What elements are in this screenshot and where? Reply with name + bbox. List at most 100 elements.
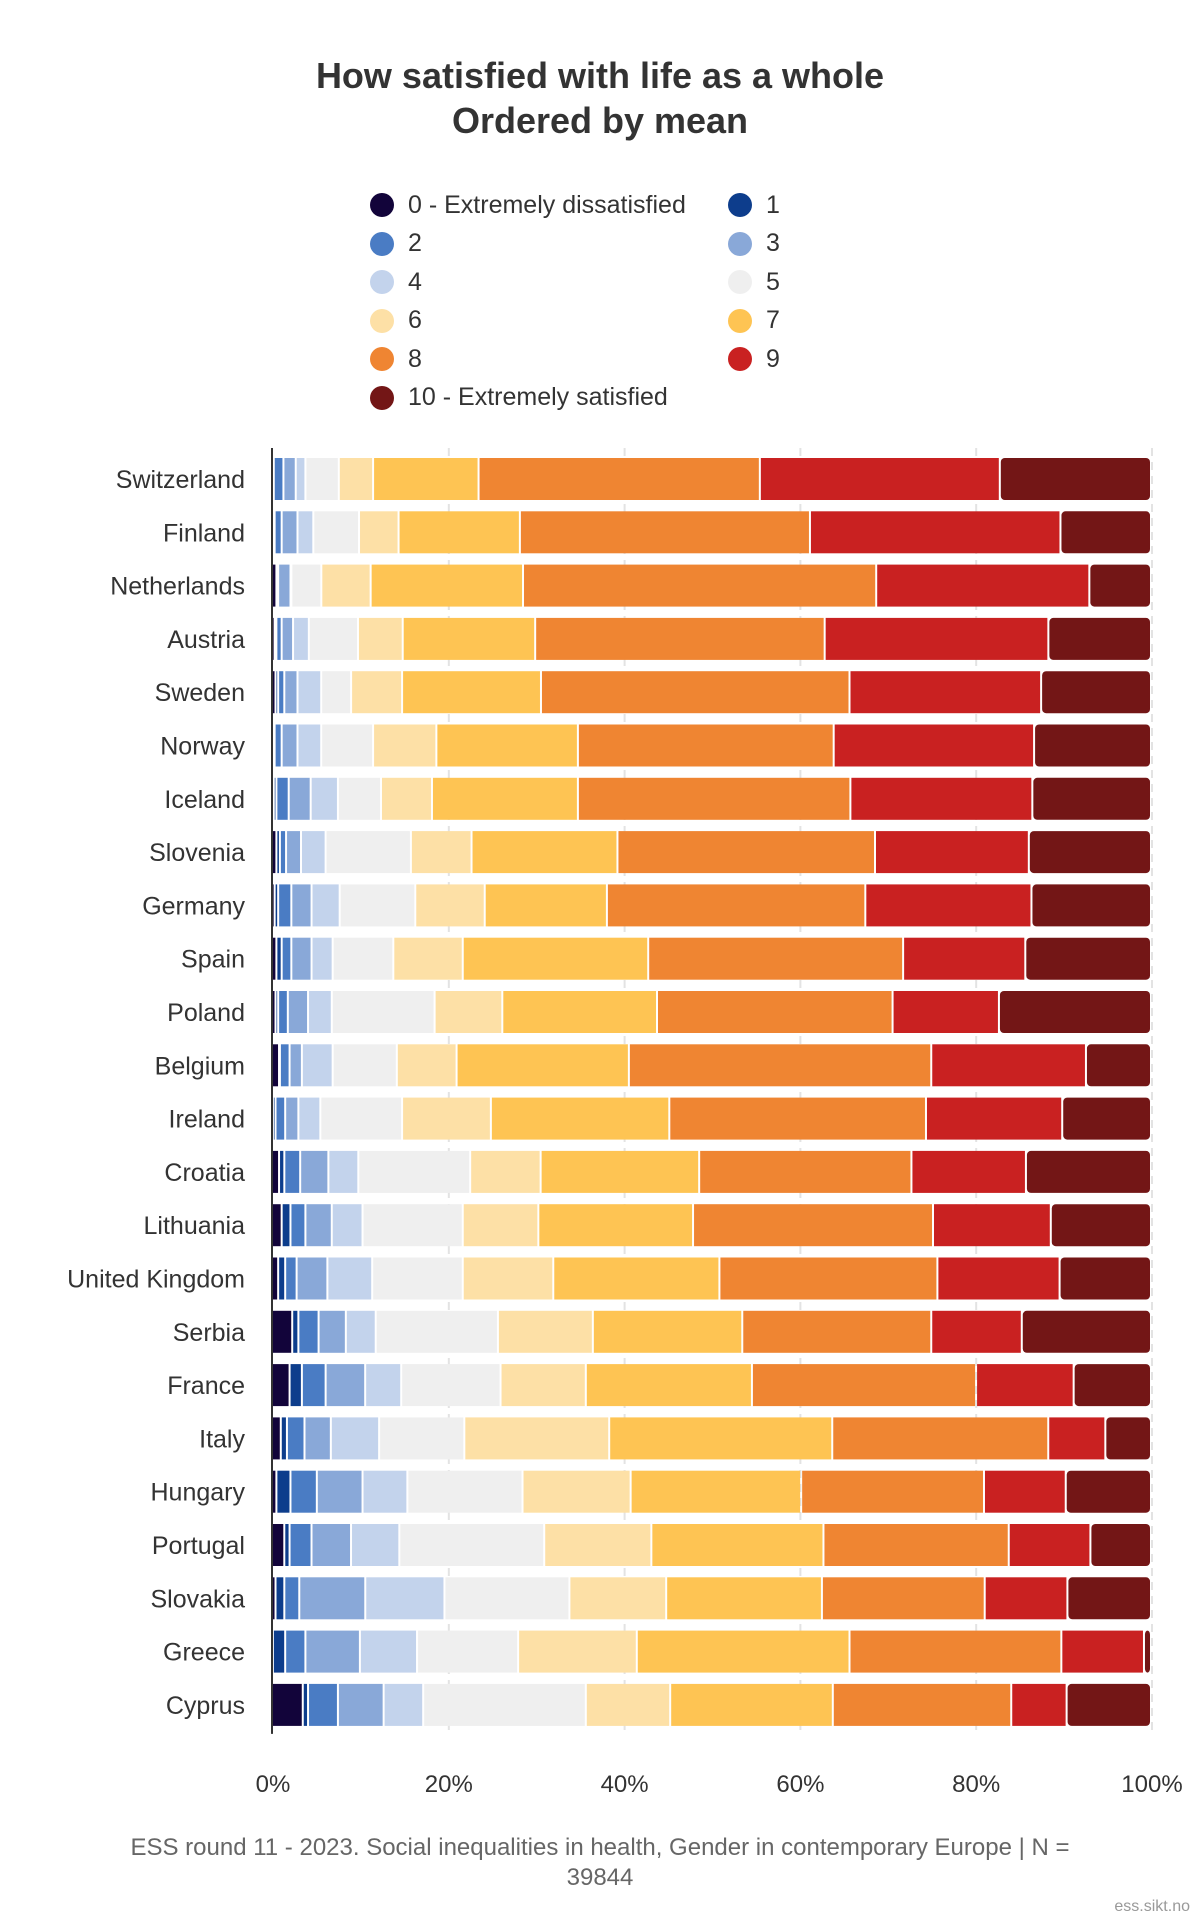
bar-segment: Italy — 7: 25.4% xyxy=(610,1417,832,1460)
category-label: Cyprus xyxy=(166,1692,245,1720)
bar-segment: Slovakia — 0 - Extremely dissatisfied: 0… xyxy=(273,1577,275,1620)
legend-item[interactable]: 0 - Extremely dissatisfied xyxy=(370,188,686,222)
legend-item[interactable]: 3 xyxy=(728,227,780,261)
bar-segment: Italy — 9: 6.5% xyxy=(1049,1417,1105,1460)
bar-segment: France — 0 - Extremely dissatisfied: 2% xyxy=(273,1364,289,1407)
bar-segment: Spain — 4: 2.4% xyxy=(312,937,332,980)
bar-segment: Finland — 10 - Extremely satisfied: 10.3… xyxy=(1061,511,1150,554)
bar-segment: Poland — 4: 2.7% xyxy=(309,991,331,1033)
bar-segment: Germany — 8: 29.4% xyxy=(607,884,865,927)
bar-segment: Switzerland — 6: 3.9% xyxy=(339,458,373,500)
legend-item[interactable]: 9 xyxy=(728,342,780,376)
bar-segment: Austria — 8: 33% xyxy=(536,617,824,660)
category-label: Ireland xyxy=(169,1106,245,1134)
bar-segment: Slovenia — 8: 29.3% xyxy=(618,831,874,874)
bar-segment: Ireland — 10 - Extremely satisfied: 10.1… xyxy=(1063,1097,1150,1140)
bar-segment: Poland — 9: 12.1% xyxy=(893,991,998,1033)
bar-segment: Germany — 6: 7.9% xyxy=(416,884,484,927)
bar-segment: Lithuania — 0 - Extremely dissatisfied: … xyxy=(273,1204,281,1247)
bar-segment: Poland — 6: 7.7% xyxy=(435,991,502,1033)
bar-segment: Slovenia — 6: 6.9% xyxy=(411,831,471,874)
bar-segment: Sweden — 5: 3.4% xyxy=(322,671,351,714)
bar-segment: United Kingdom — 3: 3.5% xyxy=(297,1257,327,1300)
bar-segment: Hungary — 5: 13.1% xyxy=(408,1470,522,1513)
legend-item[interactable]: 4 xyxy=(370,265,422,299)
legend-swatch xyxy=(370,231,394,256)
bar-segment: Hungary — 6: 12.3% xyxy=(523,1470,630,1513)
bar-segment: France — 4: 4.1% xyxy=(366,1364,401,1407)
bar-segment: Croatia — 4: 3.4% xyxy=(329,1150,358,1193)
bar-segment: Cyprus — 2: 3.4% xyxy=(309,1683,337,1726)
bar-segment: Serbia — 3: 3.1% xyxy=(319,1310,345,1353)
bar-segment: Slovenia — 10 - Extremely satisfied: 13.… xyxy=(1029,831,1150,874)
x-tick-label: 20% xyxy=(425,1771,473,1798)
bar-segment: Belgium — 4: 3.5% xyxy=(302,1044,332,1087)
bar-segment: Austria — 10 - Extremely satisfied: 11.7… xyxy=(1049,617,1150,660)
bar-segment: Portugal — 7: 19.6% xyxy=(652,1524,823,1566)
bar-segment: Austria — 0 - Extremely dissatisfied: 0.… xyxy=(273,617,274,660)
legend-item[interactable]: 7 xyxy=(728,304,780,338)
bar-segment: Poland — 7: 17.6% xyxy=(503,991,657,1033)
legend-swatch xyxy=(370,385,394,410)
bar-segment: Cyprus — 6: 9.6% xyxy=(586,1683,670,1726)
legend-item[interactable]: 5 xyxy=(728,265,780,299)
legend-label: 3 xyxy=(766,229,780,257)
bar-segment: Portugal — 2: 2.5% xyxy=(290,1524,311,1566)
category-label: France xyxy=(167,1372,245,1400)
bar-segment: United Kingdom — 8: 24.8% xyxy=(720,1257,937,1300)
x-tick-label: 80% xyxy=(952,1771,1000,1798)
bar-segment: Spain — 2: 1.1% xyxy=(282,937,291,980)
bar-segment: Cyprus — 4: 4.5% xyxy=(384,1683,423,1726)
bar-segment: Hungary — 2: 3% xyxy=(291,1470,316,1513)
category-label: Serbia xyxy=(173,1319,245,1347)
chart-subtitle: Ordered by mean xyxy=(451,100,749,141)
bar-segment: Croatia — 6: 8% xyxy=(471,1150,540,1193)
bar-segment: United Kingdom — 10 - Extremely satisfie… xyxy=(1060,1257,1150,1300)
legend-label: 4 xyxy=(408,267,422,296)
legend-item[interactable]: 8 xyxy=(370,342,422,376)
bar-segment: Spain — 6: 7.9% xyxy=(394,937,462,980)
bar-segment: France — 7: 18.9% xyxy=(586,1364,751,1407)
legend-swatch xyxy=(728,308,752,333)
bar-segment: Serbia — 4: 3.4% xyxy=(346,1310,375,1353)
bar-segment: Cyprus — 9: 6.3% xyxy=(1012,1683,1066,1726)
bar-segment: Germany — 1: 0.4% xyxy=(275,884,278,927)
legend-swatch xyxy=(728,347,752,371)
bar-segment: Greece — 1: 1.4% xyxy=(273,1630,285,1673)
legend-item[interactable]: 1 xyxy=(728,188,780,222)
bar-segment: Hungary — 8: 20.8% xyxy=(802,1470,983,1513)
bar-segment: Germany — 10 - Extremely satisfied: 13.6… xyxy=(1032,884,1150,927)
bar-segment: Switzerland — 8: 32% xyxy=(479,458,759,500)
bar-segment: Hungary — 3: 5.2% xyxy=(317,1470,362,1513)
bar-segment: Austria — 5: 5.6% xyxy=(309,617,357,660)
bar-segment: Norway — 8: 29.1% xyxy=(578,724,833,767)
bar-segment: France — 10 - Extremely satisfied: 8.8% xyxy=(1074,1364,1150,1407)
bar-segment: Serbia — 5: 13.9% xyxy=(376,1310,497,1353)
category-label: Sweden xyxy=(155,679,245,707)
bar-segment: Greece — 2: 2.3% xyxy=(286,1630,305,1673)
bar-segment: Lithuania — 9: 13.4% xyxy=(934,1204,1050,1247)
bar-segment: Slovenia — 1: 0.4% xyxy=(277,831,279,874)
legend-item[interactable]: 10 - Extremely satisfied xyxy=(370,381,668,415)
legend-swatch xyxy=(370,270,394,294)
bar-segment: Portugal — 3: 4.5% xyxy=(312,1524,351,1566)
bar-segment: Italy — 3: 3% xyxy=(305,1417,330,1460)
bar-segment: Slovakia — 2: 1.7% xyxy=(285,1577,299,1620)
bar-segment: Slovenia — 0 - Extremely dissatisfied: 0… xyxy=(273,831,276,874)
legend-swatch xyxy=(370,347,394,371)
bar-segment: Spain — 3: 2.3% xyxy=(292,937,311,980)
bar-segment: Portugal — 6: 12.2% xyxy=(545,1524,651,1566)
bar-segment: Ireland — 1: 0.3% xyxy=(273,1097,275,1140)
bar-segment: Ireland — 3: 1.5% xyxy=(286,1097,298,1140)
bar-segment: Iceland — 5: 4.9% xyxy=(338,777,380,820)
bar-segment: Italy — 1: 0.7% xyxy=(281,1417,286,1460)
bar-segment: Serbia — 1: 0.7% xyxy=(293,1310,298,1353)
bar-segment: Norway — 9: 22.8% xyxy=(834,724,1034,767)
legend-item[interactable]: 6 xyxy=(370,304,422,338)
legend-item[interactable]: 2 xyxy=(370,227,422,261)
bar-segment: Ireland — 6: 10.1% xyxy=(403,1097,490,1140)
bar-segment: Netherlands — 6: 5.6% xyxy=(322,564,370,607)
bar-segment: Portugal — 9: 9.3% xyxy=(1009,1524,1090,1566)
bar-segment: Iceland — 4: 3.1% xyxy=(311,777,337,820)
bar-segment: Sweden — 4: 2.7% xyxy=(298,671,321,714)
